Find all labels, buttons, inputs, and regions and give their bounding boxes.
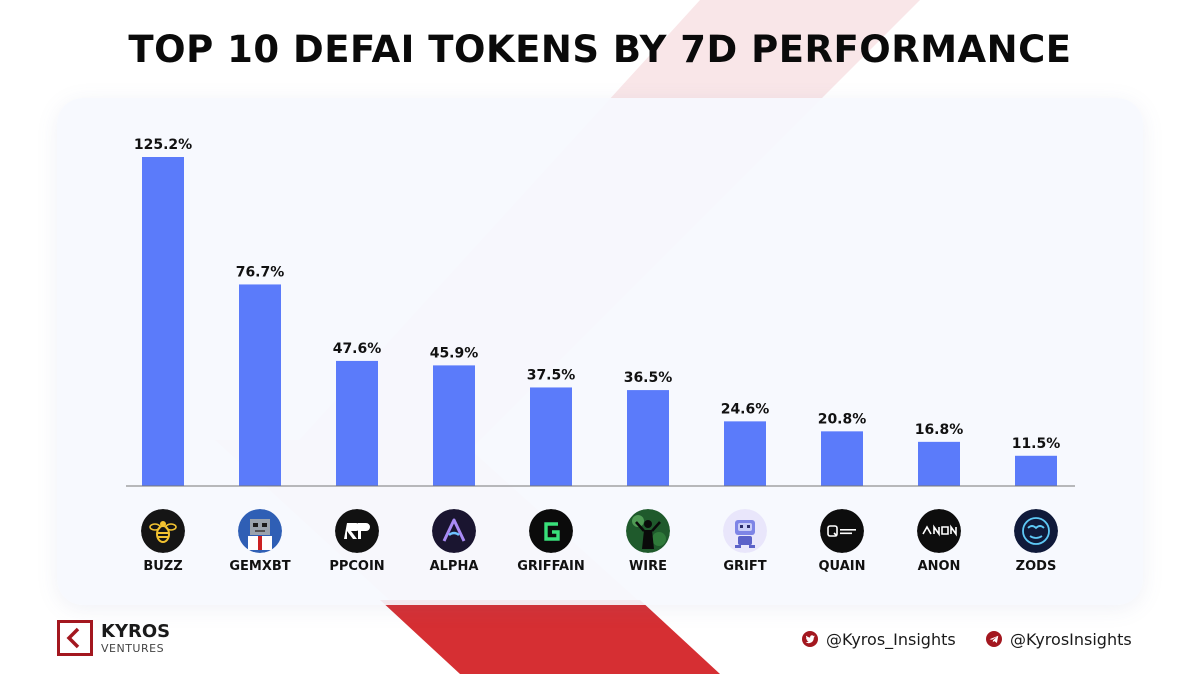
brand-name: KYROS: [101, 621, 171, 642]
bar-gemxbt: [239, 284, 281, 486]
bar-griffain: [530, 387, 572, 486]
bar-alpha: [433, 365, 475, 486]
telegram-icon: [986, 631, 1002, 647]
quain-q-icon: [820, 509, 864, 553]
buzz-bee-icon: [141, 509, 185, 553]
bar-anon: [918, 441, 960, 486]
category-label-ppcoin: PPCOIN: [329, 559, 385, 574]
gemxbt-robot-icon: [238, 509, 282, 553]
value-label-buzz: 125.2%: [134, 137, 192, 153]
value-label-anon: 16.8%: [915, 422, 964, 438]
twitter-link[interactable]: @Kyros_Insights: [802, 628, 956, 650]
brand-subtitle: VENTURES: [101, 642, 165, 655]
value-label-alpha: 45.9%: [430, 345, 479, 361]
category-label-wire: WIRE: [628, 559, 668, 574]
category-label-zods: ZODS: [1015, 559, 1057, 574]
category-label-anon: ANON: [917, 559, 961, 574]
category-label-gemxbt: GEMXBT: [229, 559, 291, 574]
category-label-quain: QUAIN: [818, 559, 866, 574]
wire-figure-icon: [626, 509, 670, 553]
value-label-zods: 11.5%: [1012, 436, 1061, 452]
grift-robot-icon: [723, 509, 767, 553]
zods-mask-icon: [1014, 509, 1058, 553]
chart-card: [57, 98, 1143, 605]
bar-zods: [1015, 455, 1057, 486]
category-label-alpha: ALPHA: [429, 559, 479, 574]
bar-grift: [724, 421, 766, 486]
category-label-buzz: BUZZ: [143, 559, 183, 574]
value-label-quain: 20.8%: [818, 411, 867, 427]
category-label-grift: GRIFT: [723, 559, 767, 574]
bar-wire: [627, 390, 669, 486]
value-label-ppcoin: 47.6%: [333, 341, 382, 357]
alpha-a-icon: [432, 509, 476, 553]
value-label-gemxbt: 76.7%: [236, 264, 285, 280]
twitter-icon: [802, 631, 818, 647]
ppcoin-rp-icon: [335, 509, 379, 553]
bar-quain: [821, 431, 863, 486]
telegram-handle: @KyrosInsights: [1010, 629, 1132, 649]
bar-buzz: [142, 157, 184, 486]
value-label-griffain: 37.5%: [527, 367, 576, 383]
griffain-g-icon: [529, 509, 573, 553]
page-title: TOP 10 DEFAI TOKENS BY 7D PERFORMANCE: [128, 28, 1072, 71]
bar-ppcoin: [336, 360, 378, 486]
anon-wordmark-icon: [917, 509, 961, 553]
value-label-wire: 36.5%: [624, 370, 673, 386]
twitter-handle: @Kyros_Insights: [826, 629, 956, 649]
category-label-griffain: GRIFFAIN: [517, 559, 585, 574]
value-label-grift: 24.6%: [721, 401, 770, 417]
kyros-k-icon: [57, 620, 93, 656]
telegram-link[interactable]: @KyrosInsights: [986, 628, 1132, 650]
